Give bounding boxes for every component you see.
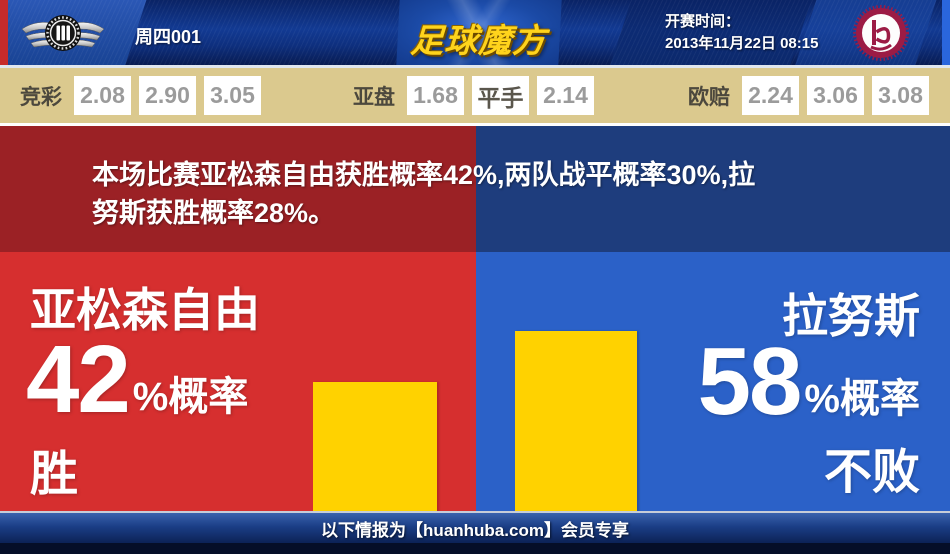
summary-band-red-half [0, 126, 476, 252]
away-outcome-label: 不败 [823, 446, 920, 499]
odds-bar: 竞彩 2.08 2.90 3.05 亚盘 1.68 平手 2.14 欧赔 2.2… [0, 68, 950, 123]
summary-line: 努斯获胜概率28%。 [92, 198, 336, 228]
home-outcome-label: 胜 [30, 448, 79, 501]
right-blue-stripe [942, 0, 950, 65]
top-header: 周四001 足球魔方 开赛时间： 2013年11月22日 08:15 [0, 0, 950, 65]
home-probability: 42 %概率 [26, 326, 249, 433]
odds-group-label: 竞彩 [20, 85, 62, 109]
summary-line: 本场比赛亚松森自由获胜概率42%,两队战平概率30%,拉 [92, 160, 756, 190]
probability-comparison: 亚松森自由 42 %概率 胜 拉努斯 58 %概率 不败 [0, 252, 950, 513]
kickoff-label: 开赛时间： [665, 13, 741, 30]
left-red-stripe [0, 0, 8, 65]
away-probability: 58 %概率 [697, 328, 920, 435]
footer-text: 以下情报为【huanhuba.com】会员专享 [321, 520, 629, 540]
odds-value-box: 2.24 [742, 76, 799, 115]
odds-value-box: 3.05 [204, 76, 261, 115]
header-separator [0, 65, 950, 68]
odds-value-box: 3.08 [872, 76, 929, 115]
odds-value-box: 2.14 [537, 76, 594, 115]
odds-handicap-box: 平手 [472, 76, 529, 115]
home-team-name: 亚松森自由 [30, 284, 260, 336]
away-probability-unit: %概率 [804, 377, 920, 422]
match-number-label: 周四001 [135, 27, 202, 47]
odds-group-label: 亚盘 [353, 85, 395, 109]
away-probability-value: 58 [697, 328, 803, 435]
home-probability-value: 42 [26, 326, 131, 433]
odds-value-box: 2.08 [74, 76, 131, 115]
odds-value-box: 3.06 [807, 76, 864, 115]
summary-band-blue-half [476, 126, 950, 252]
footer-bottom-strip [0, 543, 950, 554]
kickoff-datetime: 2013年11月22日 08:15 [665, 35, 819, 52]
away-team-crest-icon [852, 4, 910, 65]
footer-bar: 以下情报为【huanhuba.com】会员专享 [0, 513, 950, 543]
home-probability-bar [313, 382, 437, 513]
odds-group-jingcai: 竞彩 2.08 2.90 3.05 [20, 68, 261, 123]
home-team-crest-icon [20, 7, 106, 64]
odds-group-label: 欧赔 [688, 85, 730, 109]
summary-band: 本场比赛亚松森自由获胜概率42%,两队战平概率30%,拉 努斯获胜概率28%。 [0, 123, 950, 252]
footer-separator [0, 511, 950, 513]
odds-group-asian-handicap: 亚盘 1.68 平手 2.14 [353, 68, 594, 123]
odds-group-european: 欧赔 2.24 3.06 3.08 [688, 68, 929, 123]
kickoff-time-block: 开赛时间： 2013年11月22日 08:15 [665, 11, 818, 55]
home-probability-unit: %概率 [132, 375, 249, 420]
prediction-summary: 本场比赛亚松森自由获胜概率42%,两队战平概率30%,拉 努斯获胜概率28%。 [92, 156, 912, 232]
away-probability-bar [515, 331, 637, 513]
odds-value-box: 1.68 [407, 76, 464, 115]
site-logo-panel: 足球魔方 [396, 0, 562, 65]
away-team-name: 拉努斯 [782, 290, 920, 342]
odds-value-box: 2.90 [139, 76, 196, 115]
site-logo: 足球魔方 [409, 22, 548, 59]
